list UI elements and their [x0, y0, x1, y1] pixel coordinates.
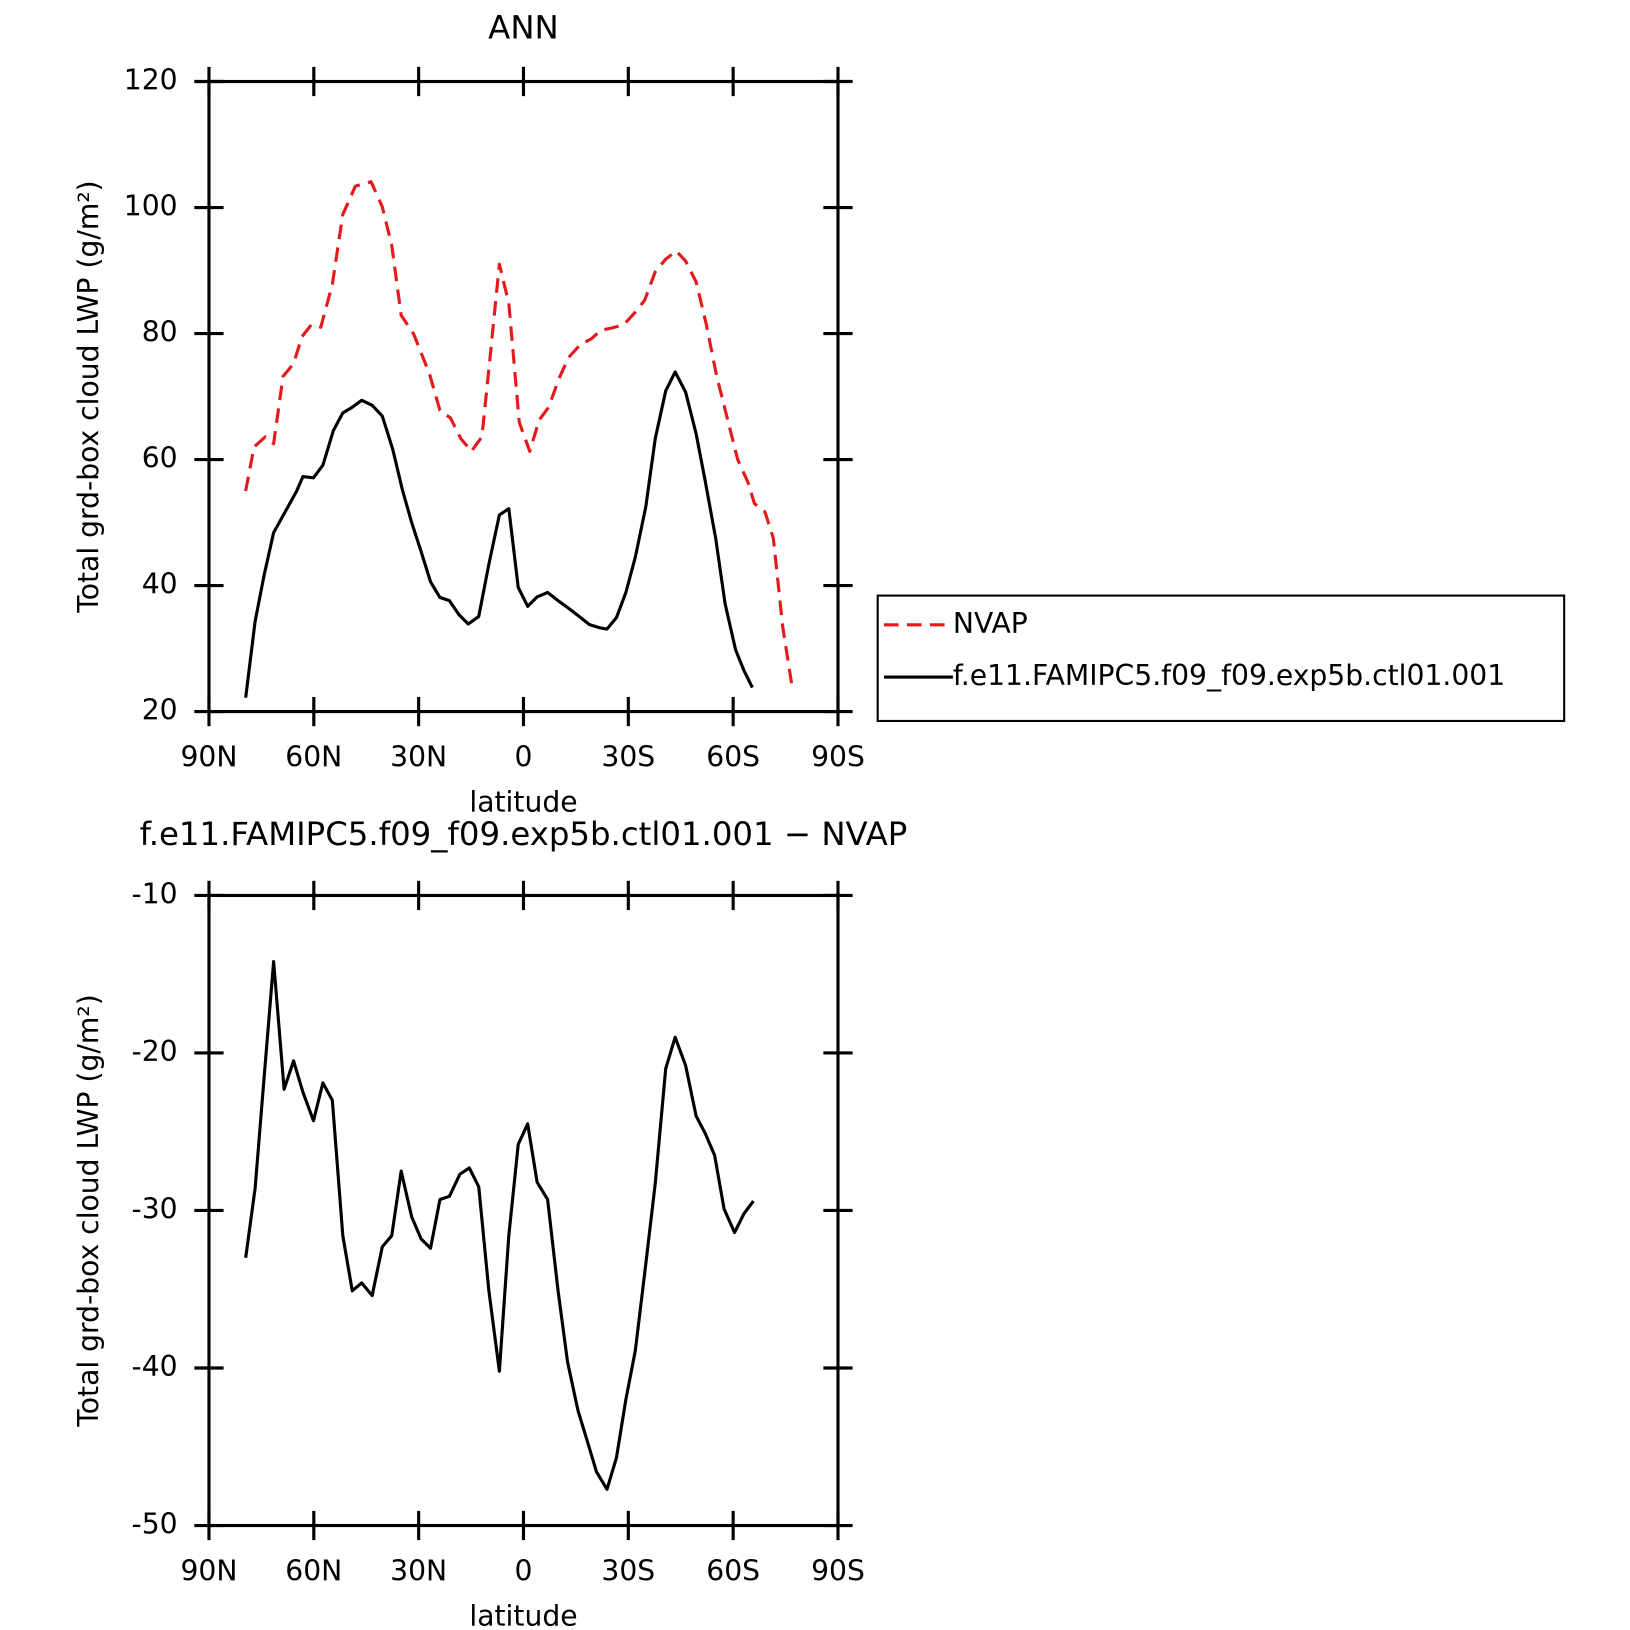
y-tick-label: -50: [132, 1508, 178, 1541]
x-tick-label: 30S: [601, 1555, 655, 1588]
legend-label: NVAP: [953, 607, 1028, 640]
x-tick-label: 60N: [285, 1555, 342, 1588]
x-tick-label: 0: [515, 1555, 533, 1588]
plot-frame: [207, 79, 840, 714]
legend-box: [876, 594, 1566, 723]
y-axis-label: Total grd-box cloud LWP (g/m²): [72, 180, 105, 613]
y-tick-label: 100: [124, 190, 178, 223]
y-tick-label: -30: [132, 1192, 178, 1225]
x-tick-label: 90N: [180, 1555, 237, 1588]
data-line: [244, 180, 794, 688]
x-tick-label: 30N: [390, 1555, 447, 1588]
legend-label: f.e11.FAMIPC5.f09_f09.exp5b.ctl01.001: [953, 659, 1505, 692]
y-tick-label: 40: [142, 568, 178, 601]
x-tick-label: 0: [515, 741, 533, 774]
plot-frame: [207, 893, 840, 1528]
x-tick-label: 90N: [180, 741, 237, 774]
x-tick-label: 60S: [706, 741, 760, 774]
x-tick-label: 30N: [390, 741, 447, 774]
chart-title: ANN: [488, 8, 559, 46]
x-tick-label: 90S: [811, 741, 865, 774]
data-line: [244, 960, 755, 1491]
x-axis-label: latitude: [469, 1599, 577, 1630]
x-tick-label: 90S: [811, 1555, 865, 1588]
y-tick-label: 60: [142, 442, 178, 475]
y-tick-label: -40: [132, 1350, 178, 1383]
y-tick-label: 20: [142, 694, 178, 727]
data-line: [244, 370, 754, 698]
x-tick-label: 60N: [285, 741, 342, 774]
y-axis-label: Total grd-box cloud LWP (g/m²): [72, 994, 105, 1427]
y-tick-label: -20: [132, 1035, 178, 1068]
x-tick-label: 60S: [706, 1555, 760, 1588]
x-axis-label: latitude: [469, 786, 577, 819]
y-tick-label: 80: [142, 316, 178, 349]
y-tick-label: -10: [132, 877, 178, 910]
x-tick-label: 30S: [601, 741, 655, 774]
chart-title: f.e11.FAMIPC5.f09_f09.exp5b.ctl01.001 − …: [140, 815, 908, 853]
y-tick-label: 120: [124, 64, 178, 97]
